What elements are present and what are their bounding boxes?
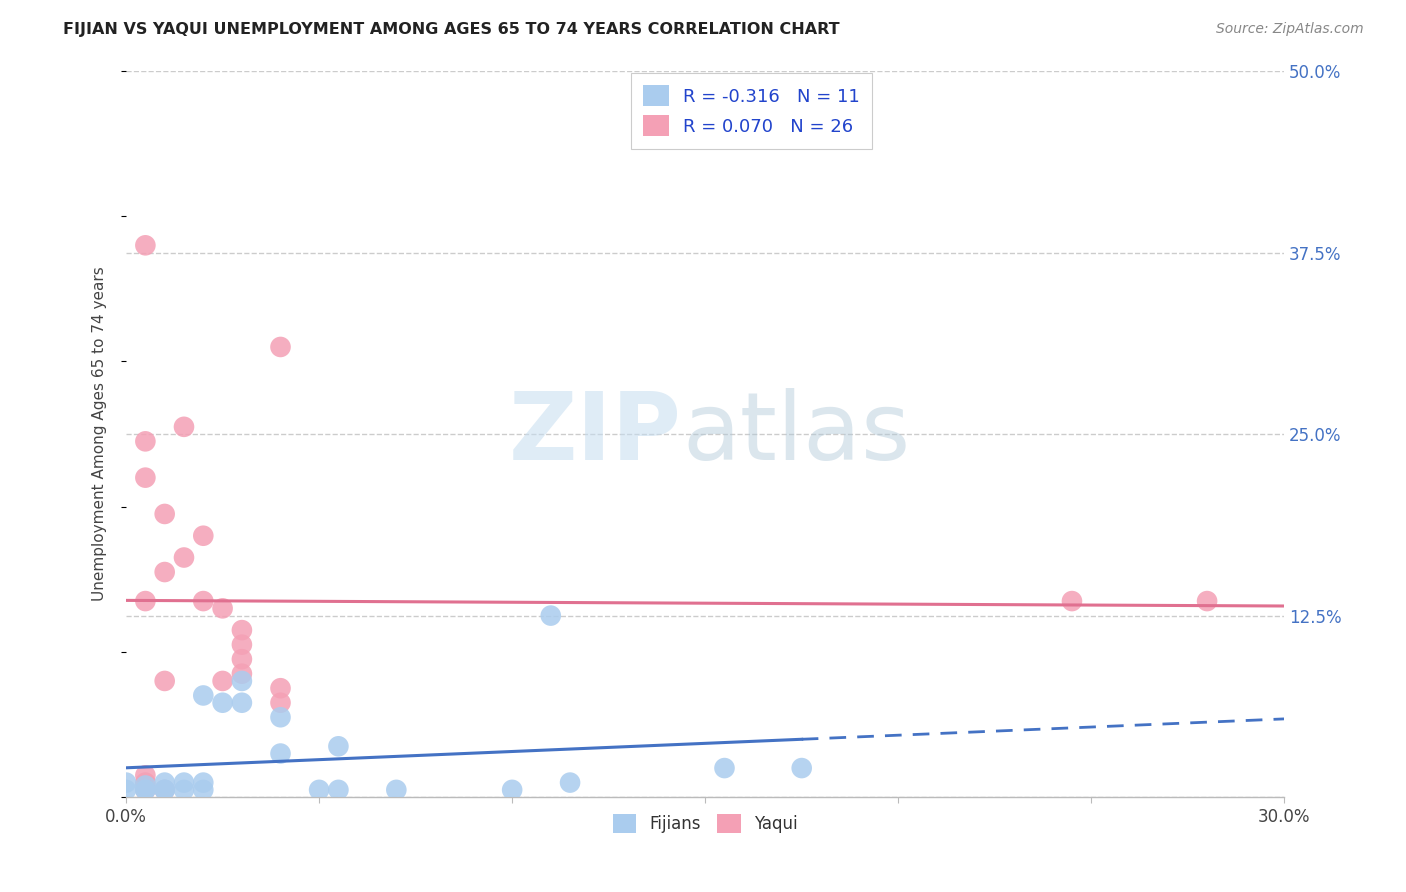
Point	[211, 601, 233, 615]
Point	[193, 594, 215, 608]
Point	[134, 782, 156, 797]
Point	[153, 565, 176, 579]
Point	[153, 782, 176, 797]
Point	[211, 673, 233, 688]
Point	[270, 710, 292, 724]
Point	[308, 782, 330, 797]
Point	[134, 434, 156, 449]
Point	[231, 696, 253, 710]
Point	[193, 529, 215, 543]
Text: FIJIAN VS YAQUI UNEMPLOYMENT AMONG AGES 65 TO 74 YEARS CORRELATION CHART: FIJIAN VS YAQUI UNEMPLOYMENT AMONG AGES …	[63, 22, 839, 37]
Point	[270, 747, 292, 761]
Point	[713, 761, 735, 775]
Point	[231, 673, 253, 688]
Point	[1197, 594, 1219, 608]
Point	[134, 775, 156, 789]
Point	[153, 775, 176, 789]
Point	[134, 768, 156, 782]
Point	[558, 775, 581, 789]
Point	[153, 782, 176, 797]
Point	[173, 775, 195, 789]
Point	[173, 550, 195, 565]
Point	[790, 761, 813, 775]
Point	[134, 779, 156, 793]
Point	[1060, 594, 1083, 608]
Point	[115, 775, 138, 789]
Legend: Fijians, Yaqui: Fijians, Yaqui	[606, 807, 804, 839]
Point	[173, 782, 195, 797]
Text: Source: ZipAtlas.com: Source: ZipAtlas.com	[1216, 22, 1364, 37]
Point	[501, 782, 523, 797]
Point	[134, 238, 156, 252]
Point	[134, 470, 156, 484]
Point	[385, 782, 408, 797]
Point	[193, 689, 215, 703]
Point	[270, 340, 292, 354]
Point	[231, 652, 253, 666]
Text: ZIP: ZIP	[509, 388, 682, 480]
Point	[231, 638, 253, 652]
Point	[193, 775, 215, 789]
Text: atlas: atlas	[682, 388, 910, 480]
Point	[540, 608, 562, 623]
Point	[193, 782, 215, 797]
Point	[328, 782, 350, 797]
Point	[134, 782, 156, 797]
Point	[211, 696, 233, 710]
Point	[231, 623, 253, 637]
Point	[270, 681, 292, 696]
Point	[270, 696, 292, 710]
Point	[328, 739, 350, 754]
Point	[115, 782, 138, 797]
Point	[231, 666, 253, 681]
Point	[134, 594, 156, 608]
Point	[173, 420, 195, 434]
Point	[153, 673, 176, 688]
Point	[153, 782, 176, 797]
Point	[153, 507, 176, 521]
Point	[134, 782, 156, 797]
Y-axis label: Unemployment Among Ages 65 to 74 years: Unemployment Among Ages 65 to 74 years	[93, 267, 107, 601]
